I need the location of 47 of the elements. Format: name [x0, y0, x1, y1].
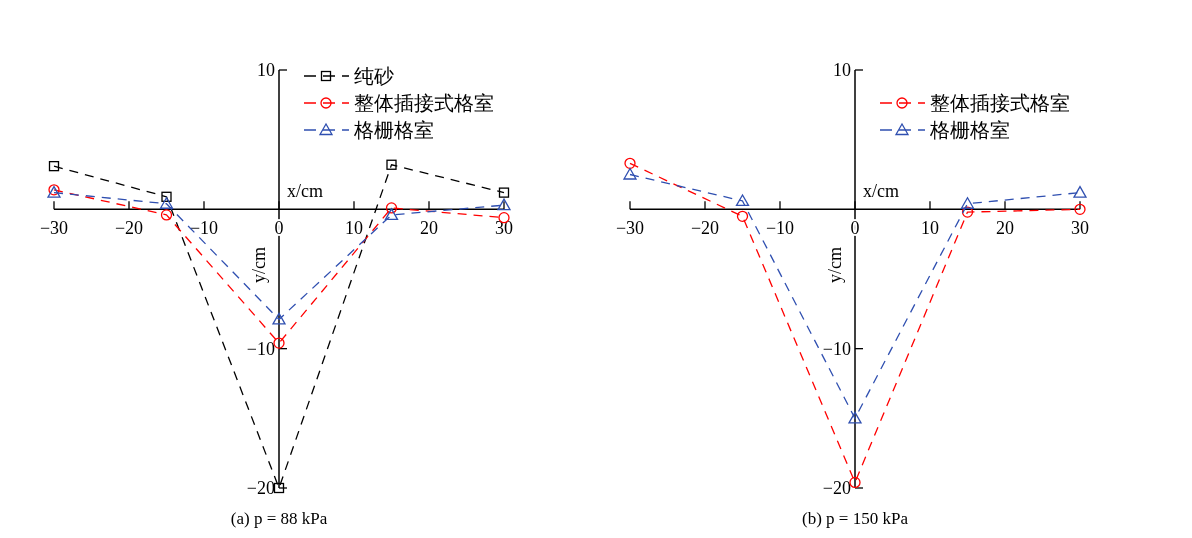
point	[1073, 185, 1087, 198]
point	[384, 208, 399, 221]
text: (b) p = 150 kPa	[802, 509, 909, 528]
legend-label: 整体插接式格室	[930, 92, 1070, 114]
y-axis-title: y/cm	[249, 247, 269, 284]
point	[272, 312, 286, 325]
legend-label: 格栅格室	[929, 119, 1010, 141]
point	[624, 157, 636, 169]
x-tick-label: 20	[420, 218, 438, 239]
point	[735, 194, 750, 207]
legend-label: 纯砂	[354, 65, 394, 87]
legend-label: 格栅格室	[353, 119, 434, 141]
x-tick-label: −30	[39, 218, 69, 239]
x-tick-label: −10	[765, 218, 795, 239]
x-tick-label: −30	[615, 218, 645, 239]
point	[385, 202, 398, 214]
point	[623, 167, 637, 180]
y-tick-label: 10	[833, 60, 851, 80]
y-tick-label: −10	[246, 338, 275, 359]
y-tick-label: −20	[822, 478, 851, 498]
legend-label: 整体插接式格室	[354, 92, 494, 114]
text: (a) p = 88 kPa	[230, 509, 328, 528]
point	[961, 206, 974, 218]
x-tick-label: −20	[690, 218, 720, 239]
y-tick-label: −20	[246, 478, 275, 498]
point	[736, 210, 749, 222]
point	[48, 160, 60, 172]
x-tick-label: −10	[189, 218, 219, 239]
point	[160, 209, 173, 221]
y-axis-title: y/cm	[825, 247, 845, 284]
y-tick-label: −10	[822, 338, 851, 359]
point	[848, 411, 862, 424]
x-tick-label: −20	[114, 218, 144, 239]
point	[386, 159, 397, 170]
x-tick-label: 20	[996, 218, 1014, 239]
point	[159, 197, 174, 209]
y-tick-label: 10	[257, 60, 275, 80]
point	[161, 191, 172, 202]
x-tick-label: 30	[1071, 218, 1089, 239]
x-tick-label: 10	[345, 218, 363, 239]
point	[498, 187, 510, 198]
x-tick-label: 30	[495, 218, 513, 239]
point	[960, 197, 975, 209]
x-tick-label: 10	[921, 218, 939, 239]
x-axis-title: x/cm	[287, 181, 323, 202]
point	[273, 337, 285, 349]
x-axis-title: x/cm	[863, 181, 899, 202]
